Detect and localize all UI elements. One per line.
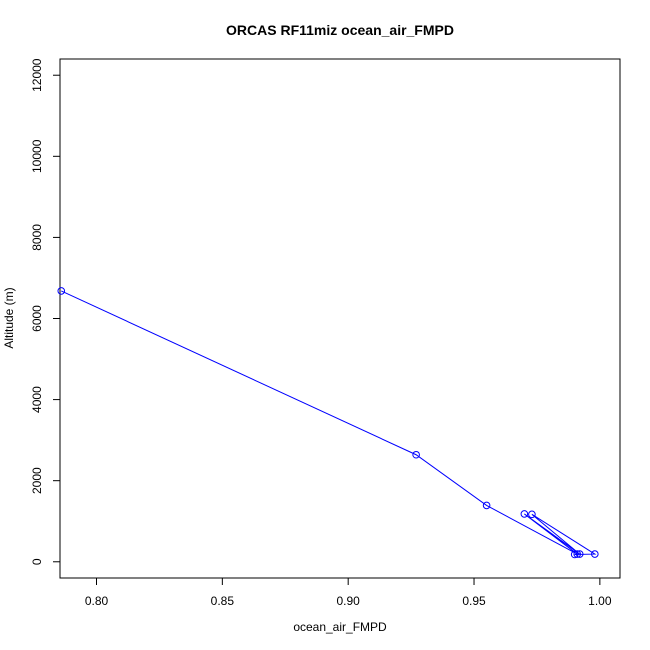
data-point <box>575 550 584 558</box>
x-tick-label: 0.90 <box>337 594 361 608</box>
data-point <box>528 510 536 519</box>
data-point <box>570 550 579 559</box>
x-tick-label: 0.95 <box>462 594 486 608</box>
data-point <box>482 501 491 510</box>
chart-title: ORCAS RF11miz ocean_air_FMPD <box>226 22 454 38</box>
plot-frame <box>59 58 621 579</box>
data-point <box>57 287 66 295</box>
x-axis-label: ocean_air_FMPD <box>293 620 387 634</box>
data-point <box>412 450 420 459</box>
y-tick-label: 4000 <box>30 386 44 413</box>
y-tick-label: 6000 <box>30 305 44 332</box>
x-tick-label: 0.80 <box>85 594 109 608</box>
y-tick-label: 0 <box>30 558 44 565</box>
y-tick-label: 2000 <box>30 467 44 494</box>
data-point <box>591 550 599 558</box>
y-axis: 0 2000 4000 6000 8000 10000 12000 <box>30 58 61 565</box>
data-point <box>573 550 582 558</box>
y-tick-label: 12000 <box>30 58 44 92</box>
y-tick-label: 8000 <box>30 224 44 251</box>
y-axis-label: Altitude (m) <box>2 287 16 348</box>
x-tick-label: 1.00 <box>588 594 612 608</box>
series-line <box>61 290 597 555</box>
x-tick-label: 0.85 <box>211 594 235 608</box>
x-axis: 0.80 0.85 0.90 0.95 1.00 <box>85 577 612 608</box>
y-tick-label: 10000 <box>30 139 44 173</box>
series-layer <box>57 287 599 559</box>
data-point <box>520 510 529 518</box>
